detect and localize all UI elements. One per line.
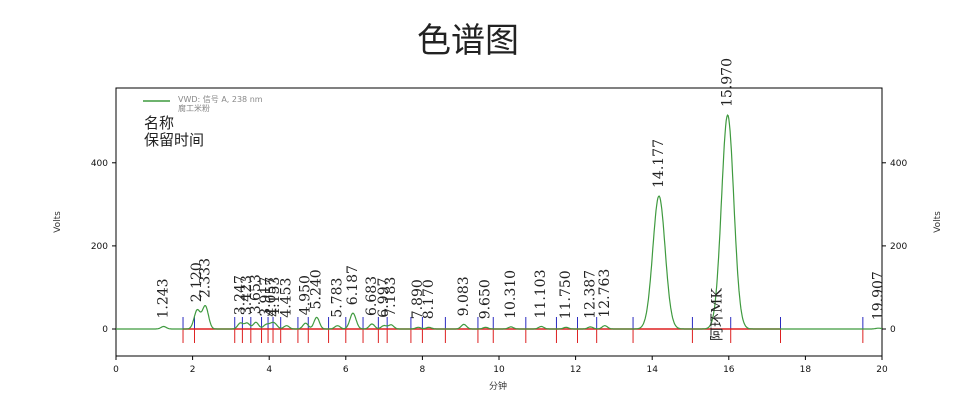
peak-label: 2.333 [197,258,213,298]
peak-label: 5.240 [309,269,325,309]
x-tick-label: 6 [343,365,349,375]
peak-label: 8.170 [421,279,437,319]
y-tick-label-left: 400 [91,159,108,169]
legend-sample-label: 腐工米粉 [178,103,210,113]
peak-label: 10.310 [503,270,519,319]
y-axis-label-right: Volts [933,211,943,233]
y-tick-label-left: 0 [102,325,108,335]
peak-label: 11.750 [558,270,574,319]
x-tick-label: 0 [113,365,119,375]
x-axis-label: 分钟 [489,380,507,392]
peak-label: 7.890 [410,279,426,319]
peak-label: 3.423 [239,275,255,315]
legend-signal-label: VWD: 信号 A, 238 nm [178,94,263,104]
peak-label: 2.120 [189,262,205,302]
x-tick-label: 14 [646,365,658,375]
plot-frame [115,87,883,357]
peak-label: 6.187 [345,265,361,305]
header-retention-label: 保留时间 [144,131,204,149]
peak-name-label: 阿环MK [710,288,726,341]
integration-markers [182,316,864,343]
peak-label: 12.387 [582,270,598,319]
peak-label: 3.247 [232,275,248,315]
peak-label: 19.907 [870,271,886,320]
peak-label: 3.653 [248,274,264,314]
y-axis-label-left: Volts [53,211,63,233]
peak-label: 4.950 [298,275,314,315]
peak-label: 15.970 [720,58,736,107]
peak-label: 4.153 [267,277,283,317]
y-tick-label-right: 0 [890,325,896,335]
peak-label: 9.650 [478,279,494,319]
peak-label: 12.763 [597,269,613,318]
chromatogram-trace [116,114,883,330]
legend: VWD: 信号 A, 238 nm 腐工米粉 [143,94,263,113]
peak-label: 9.083 [456,276,472,316]
peak-label: 14.177 [651,139,667,188]
peak-label: 6.683 [364,276,380,316]
peak-label: 11.103 [533,270,549,319]
x-tick-label: 2 [190,365,196,375]
chart-title: 色谱图 [417,21,519,61]
x-tick-label: 4 [266,365,272,375]
x-tick-label: 12 [570,365,581,375]
x-tick-label: 10 [493,365,505,375]
x-tick-label: 20 [876,365,888,375]
y-tick-label-right: 200 [890,242,907,252]
y-tick-label-left: 200 [91,242,108,252]
peak-label: 4.453 [279,278,295,318]
header-name-label: 名称 [144,114,174,132]
peak-label: 4.057 [263,277,279,317]
x-tick-label: 8 [420,365,426,375]
peak-label: 7.183 [383,277,399,317]
peak-label: 1.243 [156,278,172,318]
x-tick-label: 18 [800,365,812,375]
peak-label: 3.917 [258,277,274,317]
y-tick-label-right: 400 [890,159,907,169]
peak-label: 5.783 [330,278,346,318]
x-tick-label: 16 [723,365,735,375]
peak-label: 6.997 [376,278,392,318]
